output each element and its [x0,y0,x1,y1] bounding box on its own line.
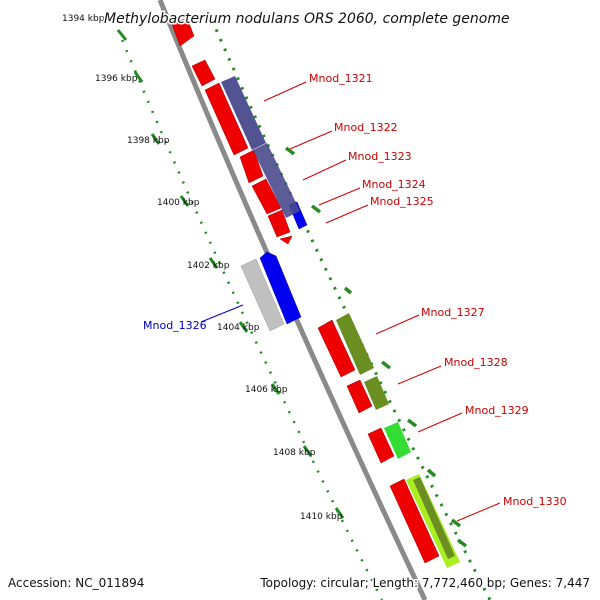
leader-mnod-1327 [375,314,420,335]
gene-label-mnod-1328[interactable]: Mnod_1328 [444,356,508,369]
gene-mnod-1330[interactable] [389,478,440,564]
gene-label-mnod-1326[interactable]: Mnod_1326 [143,319,207,332]
gene-label-mnod-1329[interactable]: Mnod_1329 [465,404,529,417]
leader-mnod-1325 [325,204,369,224]
leader-mnod-1328 [397,365,442,385]
genome-summary-text: Topology: circular; Length: 7,772,460 bp… [259,576,590,590]
cog-bar-purple-1 [221,76,266,150]
tick-label-1398: 1398 kbp [127,136,170,146]
label-leaders [200,81,501,522]
leader-mnod-1321 [263,81,307,102]
tick-label-1402: 1402 kbp [187,261,230,271]
tick-label-1396: 1396 kbp [95,74,138,84]
leader-mnod-1322 [289,130,333,150]
gene-mnod-1322[interactable] [204,82,249,156]
leader-mnod-1330 [456,502,501,522]
gene-label-mnod-1330[interactable]: Mnod_1330 [503,495,567,508]
tick-label-1400: 1400 kbp [157,198,200,208]
leader-mnod-1324 [318,187,361,206]
tick-marks [116,29,345,519]
gene-mnod-1326-blue[interactable] [259,251,302,325]
gene-label-mnod-1323[interactable]: Mnod_1323 [348,150,412,163]
tick-label-1394: 1394 kbp [62,14,105,24]
cog-bar-olive-1 [336,313,374,375]
accession-text: Accession: NC_011894 [8,576,144,590]
gene-label-mnod-1327[interactable]: Mnod_1327 [421,306,485,319]
leader-mnod-1329 [417,412,463,433]
tick-label-1404: 1404 kbp [217,323,260,333]
gene-label-mnod-1324[interactable]: Mnod_1324 [362,178,426,191]
tick-label-1406: 1406 kbp [245,385,288,395]
cog-bar-olive-3 [413,477,455,559]
gene-label-mnod-1322[interactable]: Mnod_1322 [334,121,398,134]
tick-label-1408: 1408 kbp [273,448,316,458]
gene-mnod-1329[interactable] [367,427,395,464]
leader-mnod-1326 [200,304,244,323]
gene-label-mnod-1321[interactable]: Mnod_1321 [309,72,373,85]
cog-bar-purple-2 [253,143,300,218]
gene-mnod-1328[interactable] [346,379,373,414]
gene-mnod-1325[interactable] [267,209,291,238]
gene-mnod-1326-grey[interactable] [240,258,285,332]
gene-mnod-1325b[interactable] [279,235,293,245]
gene-label-mnod-1325[interactable]: Mnod_1325 [370,195,434,208]
tick-label-1410: 1410 kbp [300,512,343,522]
gene-mnod-1323[interactable] [239,149,264,184]
leader-mnod-1323 [302,159,347,181]
outer-tick-marks [284,146,468,548]
gene-mnod-1320[interactable] [171,17,195,47]
cog-bar-green [384,422,411,459]
gene-mnod-1327[interactable] [317,319,356,378]
gene-mnod-1324[interactable] [251,178,282,215]
forward-strand-genes [171,17,440,564]
gene-mnod-1321[interactable] [191,59,216,87]
gc-content-track-outer [210,19,492,600]
map-title: Methylobacterium nodulans ORS 2060, comp… [104,11,510,27]
cog-bar-olive-2 [364,376,389,410]
